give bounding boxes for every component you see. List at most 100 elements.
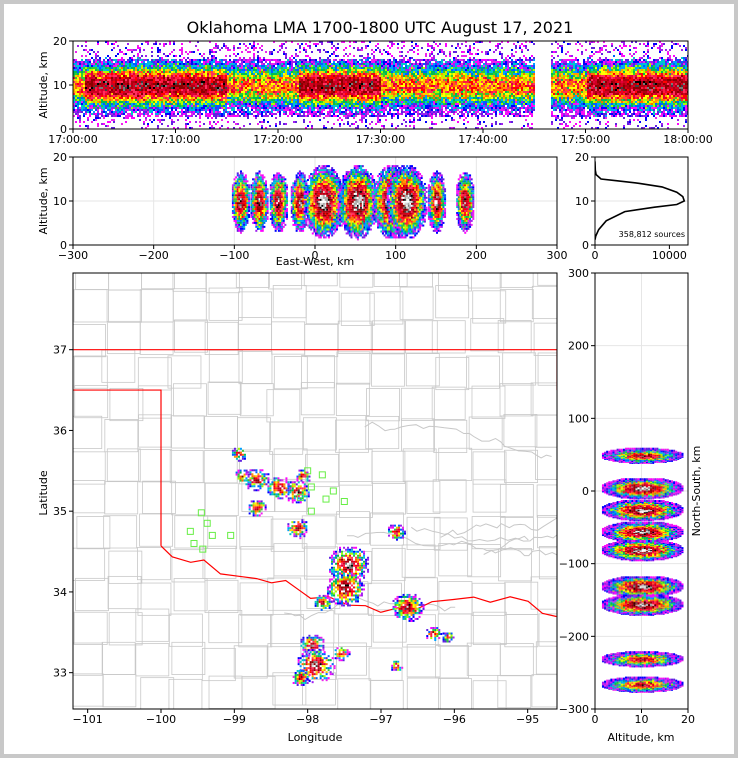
density-cell [371, 127, 373, 129]
density-cell [271, 99, 273, 101]
density-cell [129, 105, 131, 107]
density-cell [239, 69, 241, 71]
density-cell [273, 83, 275, 85]
density-cell [303, 95, 305, 97]
density-cell [197, 97, 199, 99]
density-cell [261, 69, 263, 71]
density-cell [313, 101, 315, 103]
density-cell [373, 57, 375, 59]
density-cell [167, 69, 169, 71]
density-cell [391, 85, 393, 87]
density-cell [77, 117, 79, 119]
density-cell [375, 65, 377, 67]
density-cell [79, 81, 81, 83]
density-cell [391, 113, 393, 115]
density-cell [323, 69, 325, 71]
density-cell [243, 59, 245, 61]
density-cell [99, 75, 101, 77]
density-cell [195, 105, 197, 107]
density-cell [249, 105, 251, 107]
density-cell [193, 95, 195, 97]
density-cell [101, 61, 103, 63]
density-cell [243, 89, 245, 91]
density-cell [211, 127, 213, 129]
density-cell [325, 99, 327, 101]
density-cell [95, 107, 97, 109]
density-cell [243, 57, 245, 59]
density-cell [307, 63, 309, 65]
density-cell [227, 61, 229, 63]
density-cell [357, 105, 359, 107]
density-cell [327, 65, 329, 67]
density-cell [217, 45, 219, 47]
density-cell [151, 95, 153, 97]
density-cell [211, 87, 213, 89]
density-cell [355, 79, 357, 81]
density-cell [97, 51, 99, 53]
density-cell [331, 71, 333, 73]
density-cell [77, 79, 79, 81]
density-cell [99, 57, 101, 59]
density-cell [285, 87, 287, 89]
density-cell [107, 103, 109, 105]
density-cell [341, 63, 343, 65]
density-cell [237, 87, 239, 89]
density-cell [333, 79, 335, 81]
density-cell [167, 125, 169, 127]
density-cell [107, 67, 109, 69]
density-cell [347, 97, 349, 99]
density-cell [97, 61, 99, 63]
density-cell [205, 69, 207, 71]
density-cell [261, 89, 263, 91]
density-cell [125, 71, 127, 73]
density-cell [327, 71, 329, 73]
density-cell [173, 113, 175, 115]
density-cell [157, 127, 159, 129]
density-cell [265, 101, 267, 103]
density-cell [367, 55, 369, 57]
density-cell [87, 63, 89, 65]
density-cell [189, 51, 191, 53]
density-cell [181, 107, 183, 109]
density-cell [145, 87, 147, 89]
density-cell [165, 83, 167, 85]
density-cell [93, 61, 95, 63]
density-cell [315, 73, 317, 75]
density-cell [227, 67, 229, 69]
density-cell [159, 111, 161, 113]
density-cell [163, 61, 165, 63]
density-cell [163, 89, 165, 91]
density-cell [221, 79, 223, 81]
density-cell [387, 95, 389, 97]
density-cell [295, 55, 297, 57]
density-cell [173, 85, 175, 87]
density-cell [95, 97, 97, 99]
density-cell [343, 83, 345, 85]
density-cell [83, 73, 85, 75]
density-cell [135, 93, 137, 95]
density-cell [299, 73, 301, 75]
density-cell [225, 87, 227, 89]
density-cell [275, 75, 277, 77]
density-cell [349, 41, 351, 43]
density-cell [353, 87, 355, 89]
density-cell [163, 79, 165, 81]
density-cell [247, 89, 249, 91]
density-cell [237, 123, 239, 125]
density-cell [267, 121, 269, 123]
density-cell [81, 45, 83, 47]
density-cell [85, 71, 87, 73]
density-cell [253, 95, 255, 97]
density-cell [281, 81, 283, 83]
density-cell [207, 105, 209, 107]
density-cell [147, 93, 149, 95]
density-cell [349, 99, 351, 101]
density-cell [95, 73, 97, 75]
density-cell [189, 77, 191, 79]
density-cell [99, 91, 101, 93]
density-cell [79, 107, 81, 109]
density-cell [95, 117, 97, 119]
density-cell [297, 85, 299, 87]
density-cell [227, 127, 229, 129]
density-cell [103, 81, 105, 83]
